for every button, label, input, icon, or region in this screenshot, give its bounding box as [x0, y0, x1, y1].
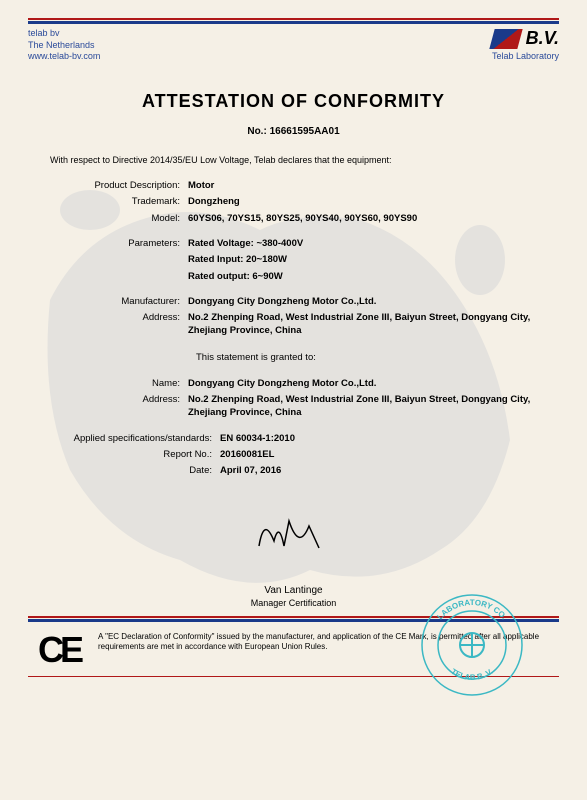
ce-mark-icon: CE [38, 632, 80, 668]
svg-text:TELAB B. V.: TELAB B. V. [449, 667, 494, 682]
manufacturer-value: Dongyang City Dongzheng Motor Co.,Ltd. [188, 295, 559, 308]
logo-subtitle: Telab Laboratory [492, 51, 559, 61]
header-row: telab bv The Netherlands www.telab-bv.co… [28, 28, 559, 63]
document-number: No.: 16661595AA01 [28, 126, 559, 137]
company-country: The Netherlands [28, 40, 100, 52]
trademark-label: Trademark: [50, 195, 188, 208]
date-value: April 07, 2016 [220, 464, 559, 477]
name-address-value: No.2 Zhenping Road, West Industrial Zone… [188, 393, 559, 420]
params-label: Parameters: [50, 237, 188, 250]
grant-text: This statement is granted to: [28, 352, 559, 363]
company-name: telab bv [28, 28, 100, 40]
date-label: Date: [50, 464, 220, 477]
logo-icon [489, 29, 522, 49]
header-company: telab bv The Netherlands www.telab-bv.co… [28, 28, 100, 63]
name-address-label: Address: [50, 393, 188, 420]
report-value: 20160081EL [220, 448, 559, 461]
name-value: Dongyang City Dongzheng Motor Co.,Ltd. [188, 377, 559, 390]
company-url: www.telab-bv.com [28, 51, 100, 63]
product-desc-value: Motor [188, 179, 559, 192]
signature-icon [249, 506, 339, 556]
header-logo-block: B.V. Telab Laboratory [492, 28, 559, 61]
product-block: Product Description: Motor Trademark: Do… [28, 179, 559, 225]
model-label: Model: [50, 212, 188, 225]
param-input: Rated Input: 20~180W [188, 253, 559, 266]
model-value: 60YS06, 70YS15, 80YS25, 90YS40, 90YS60, … [188, 212, 559, 225]
product-desc-label: Product Description: [50, 179, 188, 192]
mfr-address-label: Address: [50, 311, 188, 338]
document-title: ATTESTATION OF CONFORMITY [28, 91, 559, 112]
grantee-block: Name: Dongyang City Dongzheng Motor Co.,… [28, 377, 559, 420]
intro-text: With respect to Directive 2014/35/EU Low… [28, 155, 559, 165]
parameters-block: Parameters: Rated Voltage: ~380-400V Rat… [28, 237, 559, 283]
name-label: Name: [50, 377, 188, 390]
mfr-address-value: No.2 Zhenping Road, West Industrial Zone… [188, 311, 559, 338]
manufacturer-block: Manufacturer: Dongyang City Dongzheng Mo… [28, 295, 559, 338]
top-rule-red [28, 18, 559, 20]
manufacturer-label: Manufacturer: [50, 295, 188, 308]
trademark-value: Dongzheng [188, 195, 559, 208]
top-rule-blue [28, 21, 559, 24]
report-label: Report No.: [50, 448, 220, 461]
specs-block: Applied specifications/standards: EN 600… [28, 432, 559, 478]
param-voltage: Rated Voltage: ~380-400V [188, 237, 559, 250]
specs-label: Applied specifications/standards: [50, 432, 220, 445]
stamp-icon: LABORATORY CO. TELAB B. V. [417, 590, 527, 700]
logo-text: B.V. [526, 28, 559, 49]
specs-value: EN 60034-1:2010 [220, 432, 559, 445]
param-output: Rated output: 6~90W [188, 270, 559, 283]
